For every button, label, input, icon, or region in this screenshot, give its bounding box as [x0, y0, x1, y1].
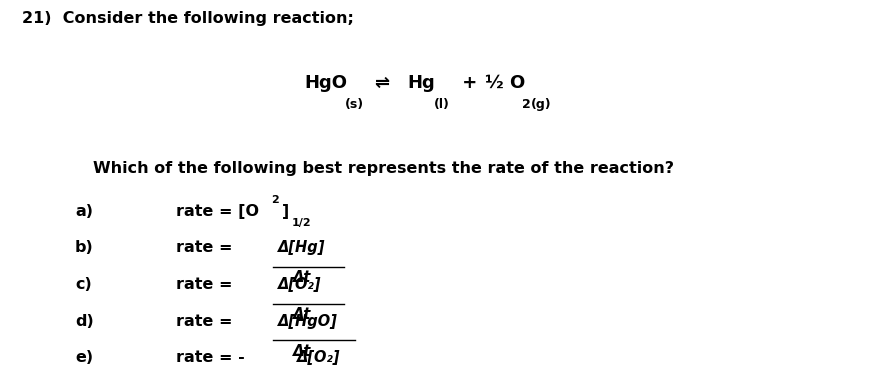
- Text: Δt: Δt: [293, 344, 312, 359]
- Text: (s): (s): [345, 98, 365, 111]
- Text: Δ[O₂]: Δ[O₂]: [278, 277, 321, 292]
- Text: b): b): [75, 240, 93, 255]
- Text: Δ[O₂]: Δ[O₂]: [297, 350, 340, 366]
- Text: c): c): [75, 277, 92, 292]
- Text: rate =: rate =: [176, 240, 239, 255]
- Text: ½ O: ½ O: [485, 74, 525, 92]
- Text: +: +: [456, 74, 484, 92]
- Text: (l): (l): [434, 98, 450, 111]
- Text: e): e): [75, 350, 93, 366]
- Text: 1/2: 1/2: [292, 218, 311, 228]
- Text: Δt: Δt: [293, 307, 312, 322]
- Text: (g): (g): [531, 98, 552, 111]
- Text: 2: 2: [522, 98, 531, 111]
- Text: 2: 2: [271, 195, 279, 204]
- Text: Δt: Δt: [293, 270, 312, 286]
- Text: Δ[HgO]: Δ[HgO]: [278, 314, 337, 329]
- Text: rate = [O: rate = [O: [176, 204, 259, 219]
- Text: Which of the following best represents the rate of the reaction?: Which of the following best represents t…: [93, 161, 673, 177]
- Text: Δ[Hg]: Δ[Hg]: [278, 240, 325, 255]
- Text: 21)  Consider the following reaction;: 21) Consider the following reaction;: [22, 11, 354, 26]
- Text: rate =: rate =: [176, 314, 239, 329]
- Text: ]: ]: [282, 204, 289, 219]
- Text: d): d): [75, 314, 93, 329]
- Text: rate = -: rate = -: [176, 350, 250, 366]
- Text: HgO: HgO: [304, 74, 347, 92]
- Text: a): a): [75, 204, 93, 219]
- Text: Hg: Hg: [407, 74, 434, 92]
- Text: rate =: rate =: [176, 277, 239, 292]
- Text: ⇌: ⇌: [374, 74, 389, 92]
